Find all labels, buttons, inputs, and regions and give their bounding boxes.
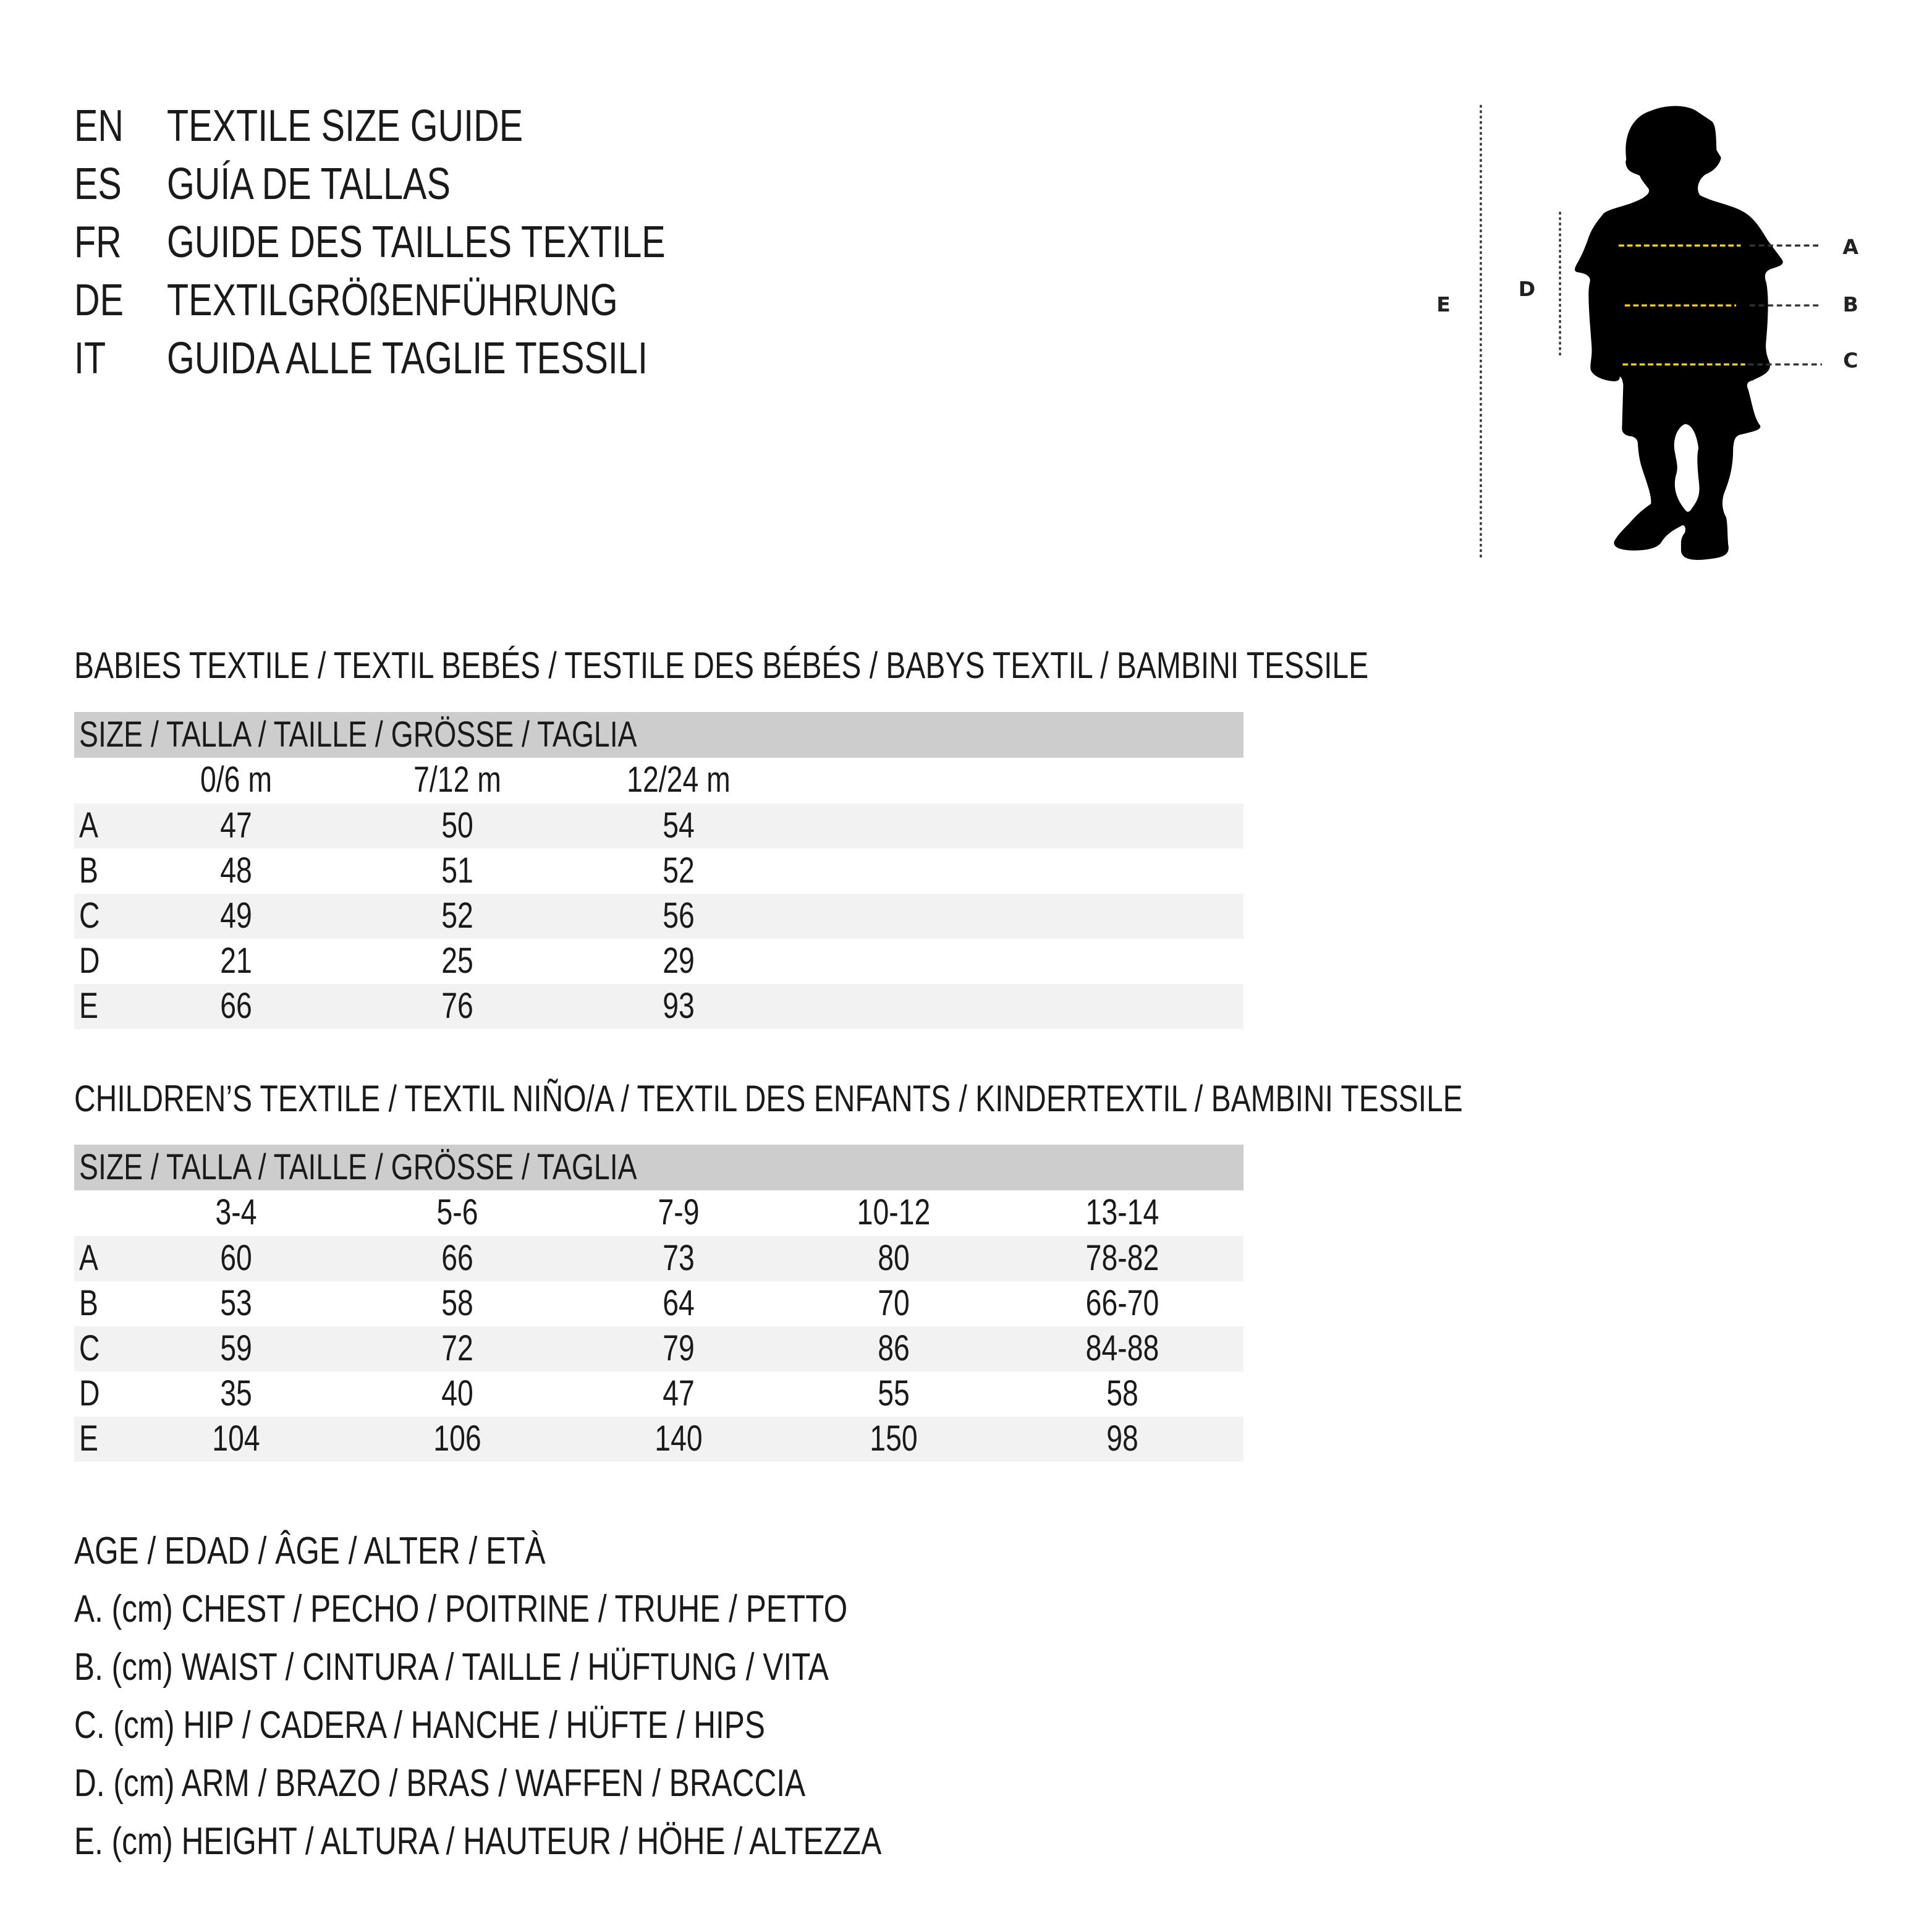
table-cell: 47	[220, 805, 252, 845]
label-e: E	[1436, 292, 1451, 316]
table-cell: 78-82	[1085, 1238, 1159, 1278]
row-label: D	[79, 1373, 100, 1413]
table-cell: 50	[441, 805, 473, 845]
child-measurement-figure: A B C D E	[1436, 104, 1858, 560]
row-label: E	[79, 1418, 98, 1459]
row-label: A	[79, 1238, 98, 1278]
table-row: B 53 58 64 70 66-70	[74, 1281, 1244, 1326]
size-header-bar: SIZE / TALLA / TAILLE / GRÖSSE / TAGLIA	[74, 712, 1244, 758]
table-cell: 29	[663, 941, 695, 981]
table-row: E 104 106 140 150 98	[74, 1417, 1244, 1462]
title-de: TEXTILGRÖßENFÜHRUNG	[167, 276, 618, 325]
table-cell: 47	[663, 1373, 695, 1413]
label-a: A	[1842, 235, 1858, 259]
table-cell: 60	[220, 1238, 252, 1278]
column-header: 3-4	[215, 1192, 257, 1232]
table-cell: 52	[663, 850, 695, 891]
title-es: GUÍA DE TALLAS	[167, 159, 451, 209]
column-header: 7/12 m	[413, 760, 501, 800]
table-cell: 21	[220, 941, 252, 981]
legend-arm: D. (cm) ARM / BRAZO / BRAS / WAFFEN / BR…	[74, 1762, 806, 1805]
title-fr: GUIDE DES TAILLES TEXTILE	[167, 218, 666, 267]
legend-waist: B. (cm) WAIST / CINTURA / TAILLE / HÜFTU…	[74, 1646, 829, 1688]
table-row: A 60 66 73 80 78-82	[74, 1236, 1244, 1281]
table-cell: 49	[220, 896, 252, 936]
table-cell: 86	[878, 1328, 910, 1368]
column-header: 0/6 m	[200, 760, 273, 800]
label-d: D	[1519, 277, 1535, 301]
lang-code-fr: FR	[74, 218, 122, 267]
column-header-row: 0/6 m 7/12 m 12/24 m	[74, 758, 1244, 803]
babies-heading: BABIES TEXTILE / TEXTIL BEBÉS / TESTILE …	[74, 645, 1369, 686]
legend-chest: A. (cm) CHEST / PECHO / POITRINE / TRUHE…	[74, 1588, 848, 1630]
table-cell: 59	[220, 1328, 252, 1368]
children-heading: CHILDREN’S TEXTILE / TEXTIL NIÑO/A / TEX…	[74, 1078, 1463, 1119]
table-row: C 59 72 79 86 84-88	[74, 1326, 1244, 1371]
table-cell: 58	[441, 1283, 473, 1323]
row-label: C	[79, 1328, 100, 1368]
table-cell: 48	[220, 850, 252, 891]
table-cell: 53	[220, 1283, 252, 1323]
row-label: A	[79, 805, 98, 845]
table-cell: 54	[663, 805, 695, 845]
table-cell: 150	[870, 1418, 918, 1459]
table-cell: 58	[1106, 1373, 1138, 1413]
table-row: E 66 76 93	[74, 984, 1244, 1029]
table-cell: 55	[878, 1373, 910, 1413]
title-it: GUIDA ALLE TAGLIE TESSILI	[167, 334, 648, 383]
table-cell: 104	[212, 1418, 260, 1459]
label-b: B	[1843, 292, 1858, 316]
column-header: 5-6	[436, 1192, 478, 1232]
column-header-row: 3-4 5-6 7-9 10-12 13-14	[74, 1190, 1244, 1235]
size-header-bar: SIZE / TALLA / TAILLE / GRÖSSE / TAGLIA	[74, 1145, 1244, 1190]
lang-code-it: IT	[74, 334, 106, 383]
label-c: C	[1843, 349, 1858, 373]
table-cell: 56	[663, 896, 695, 936]
row-label: B	[79, 1283, 98, 1323]
table-cell: 106	[433, 1418, 481, 1459]
lang-code-de: DE	[74, 276, 124, 325]
table-row: C 49 52 56	[74, 894, 1244, 939]
size-header-label: SIZE / TALLA / TAILLE / GRÖSSE / TAGLIA	[79, 714, 637, 755]
size-header-label: SIZE / TALLA / TAILLE / GRÖSSE / TAGLIA	[79, 1147, 637, 1187]
row-label: D	[79, 941, 100, 981]
title-en: TEXTILE SIZE GUIDE	[167, 101, 523, 151]
table-cell: 70	[878, 1283, 910, 1323]
table-cell: 35	[220, 1373, 252, 1413]
row-label: B	[79, 850, 98, 891]
column-header: 12/24 m	[627, 760, 731, 800]
table-cell: 76	[441, 986, 473, 1026]
table-cell: 73	[663, 1238, 695, 1278]
table-cell: 64	[663, 1283, 695, 1323]
table-cell: 25	[441, 941, 473, 981]
legend-hip: C. (cm) HIP / CADERA / HANCHE / HÜFTE / …	[74, 1704, 765, 1747]
legend-height: E. (cm) HEIGHT / ALTURA / HAUTEUR / HÖHE…	[74, 1820, 882, 1863]
row-label: C	[79, 896, 100, 936]
table-cell: 84-88	[1085, 1328, 1159, 1368]
table-cell: 66	[441, 1238, 473, 1278]
table-cell: 93	[663, 986, 695, 1026]
table-cell: 79	[663, 1328, 695, 1368]
legend-age: AGE / EDAD / ÂGE / ALTER / ETÀ	[74, 1530, 546, 1572]
table-cell: 98	[1106, 1418, 1138, 1459]
table-cell: 66	[220, 986, 252, 1026]
table-row: D 35 40 47 55 58	[74, 1371, 1244, 1417]
lang-code-es: ES	[74, 159, 122, 209]
table-cell: 40	[441, 1373, 473, 1413]
table-cell: 52	[441, 896, 473, 936]
table-cell: 80	[878, 1238, 910, 1278]
child-silhouette-icon	[1575, 106, 1783, 560]
column-header: 7-9	[658, 1192, 700, 1232]
table-cell: 66-70	[1085, 1283, 1159, 1323]
table-row: A 47 50 54	[74, 803, 1244, 849]
table-row: B 48 51 52	[74, 849, 1244, 894]
table-cell: 51	[441, 850, 473, 891]
row-label: E	[79, 986, 98, 1026]
table-cell: 140	[655, 1418, 703, 1459]
table-row: D 21 25 29	[74, 939, 1244, 984]
column-header: 13-14	[1085, 1192, 1159, 1232]
lang-code-en: EN	[74, 101, 124, 151]
table-cell: 72	[441, 1328, 473, 1368]
column-header: 10-12	[857, 1192, 931, 1232]
